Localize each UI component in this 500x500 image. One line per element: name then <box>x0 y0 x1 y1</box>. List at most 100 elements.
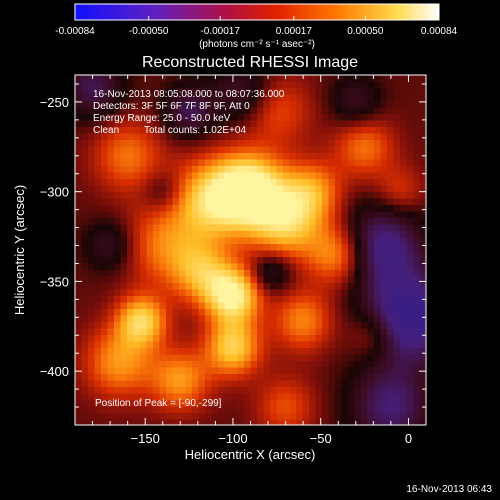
heatmap-cell <box>153 354 161 362</box>
heatmap-cell <box>231 231 239 239</box>
heatmap-cell <box>322 120 330 128</box>
heatmap-cell <box>328 224 336 232</box>
heatmap-cell <box>192 406 200 414</box>
heatmap-cell <box>159 257 167 265</box>
heatmap-cell <box>393 120 401 128</box>
heatmap-cell <box>419 172 426 180</box>
heatmap-cell <box>179 153 187 161</box>
heatmap-cell <box>283 237 291 245</box>
heatmap-cell <box>133 211 141 219</box>
heatmap-cell <box>257 244 265 252</box>
heatmap-cell <box>393 367 401 375</box>
heatmap-cell <box>224 322 232 330</box>
heatmap-cell <box>328 88 336 96</box>
heatmap-cell <box>75 101 83 109</box>
heatmap-cell <box>341 140 349 148</box>
heatmap-cell <box>315 289 323 297</box>
heatmap-cell <box>380 328 388 336</box>
heatmap-cell <box>263 133 271 141</box>
heatmap-cell <box>354 315 362 323</box>
heatmap-cell <box>283 146 291 154</box>
heatmap-cell <box>419 107 426 115</box>
heatmap-cell <box>244 185 252 193</box>
heatmap-cell <box>380 400 388 408</box>
heatmap-cell <box>192 354 200 362</box>
heatmap-cell <box>367 237 375 245</box>
heatmap-cell <box>419 328 426 336</box>
heatmap-cell <box>140 400 148 408</box>
heatmap-cell <box>270 133 278 141</box>
heatmap-cell <box>322 153 330 161</box>
heatmap-cell <box>94 179 102 187</box>
heatmap-cell <box>328 387 336 395</box>
heatmap-cell <box>263 296 271 304</box>
heatmap-cell <box>263 179 271 187</box>
heatmap-cell <box>309 315 317 323</box>
heatmap-cell <box>185 146 193 154</box>
heatmap-cell <box>88 120 96 128</box>
heatmap-cell <box>393 380 401 388</box>
heatmap-cell <box>211 211 219 219</box>
heatmap-cell <box>166 211 174 219</box>
heatmap-cell <box>419 81 426 89</box>
heatmap-cell <box>140 127 148 135</box>
heatmap-cell <box>276 367 284 375</box>
heatmap-cell <box>309 120 317 128</box>
heatmap-cell <box>231 198 239 206</box>
heatmap-cell <box>400 146 408 154</box>
heatmap-cell <box>296 406 304 414</box>
heatmap-cell <box>88 413 96 421</box>
heatmap-cell <box>237 231 245 239</box>
heatmap-cell <box>309 367 317 375</box>
heatmap-cell <box>393 237 401 245</box>
heatmap-cell <box>276 172 284 180</box>
heatmap-cell <box>348 387 356 395</box>
heatmap-cell <box>250 361 258 369</box>
heatmap-cell <box>120 400 128 408</box>
heatmap-cell <box>75 244 83 252</box>
heatmap-cell <box>114 283 122 291</box>
heatmap-cell <box>302 419 310 425</box>
heatmap-cell <box>283 127 291 135</box>
heatmap-cell <box>133 231 141 239</box>
heatmap-cell <box>315 276 323 284</box>
heatmap-cell <box>374 335 382 343</box>
heatmap-cell <box>172 380 180 388</box>
heatmap-cell <box>341 419 349 425</box>
heatmap-cell <box>172 231 180 239</box>
heatmap-cell <box>185 361 193 369</box>
heatmap-cell <box>270 315 278 323</box>
heatmap-cell <box>237 185 245 193</box>
heatmap-cell <box>192 309 200 317</box>
heatmap-cell <box>127 315 135 323</box>
heatmap-cell <box>348 127 356 135</box>
heatmap-cell <box>374 296 382 304</box>
heatmap-cell <box>322 367 330 375</box>
heatmap-cell <box>348 283 356 291</box>
heatmap-cell <box>166 101 174 109</box>
heatmap-cell <box>315 270 323 278</box>
heatmap-cell <box>88 231 96 239</box>
heatmap-cell <box>361 354 369 362</box>
heatmap-cell <box>250 374 258 382</box>
heatmap-cell <box>120 322 128 330</box>
heatmap-cell <box>185 380 193 388</box>
heatmap-cell <box>244 328 252 336</box>
heatmap-cell <box>114 192 122 200</box>
heatmap-cell <box>302 159 310 167</box>
heatmap-cell <box>159 81 167 89</box>
heatmap-cell <box>257 380 265 388</box>
heatmap-cell <box>224 367 232 375</box>
heatmap-cell <box>88 270 96 278</box>
heatmap-cell <box>328 302 336 310</box>
heatmap-cell <box>406 224 414 232</box>
heatmap-cell <box>257 335 265 343</box>
heatmap-cell <box>172 328 180 336</box>
heatmap-cell <box>393 218 401 226</box>
heatmap-cell <box>198 133 206 141</box>
heatmap-cell <box>231 120 239 128</box>
heatmap-cell <box>75 81 83 89</box>
heatmap-cell <box>81 322 89 330</box>
heatmap-cell <box>211 328 219 336</box>
